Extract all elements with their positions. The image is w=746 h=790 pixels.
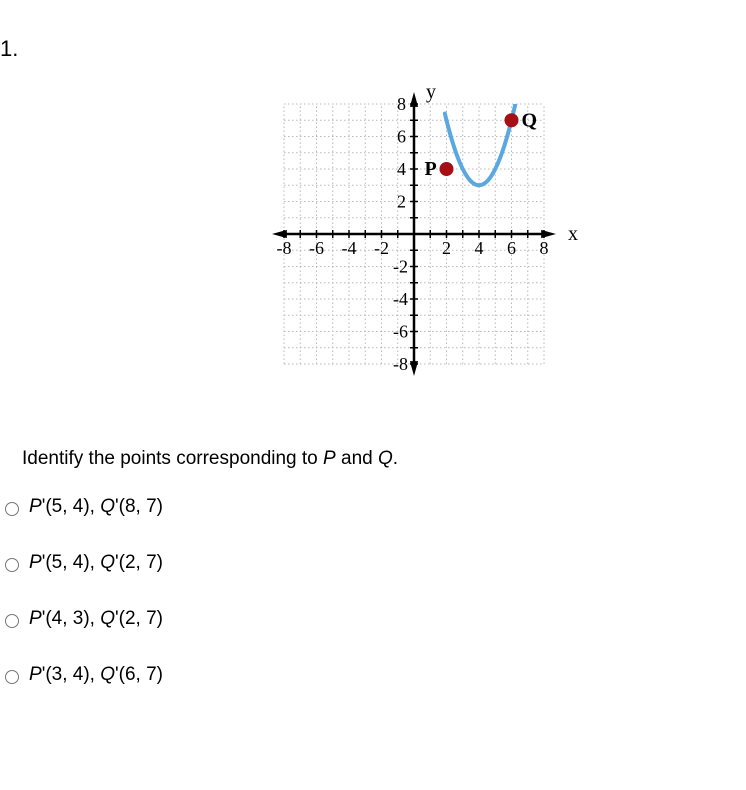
question-page: 1. -8 -6 -4 -2 2 4 6 8 2 4 6 8 -2 -4 -6 -8 x y P Q Identify… (0, 0, 746, 790)
prompt-var-q: Q (378, 448, 393, 469)
svg-text:P: P (425, 158, 437, 180)
svg-text:-6: -6 (393, 322, 408, 342)
svg-text:-4: -4 (342, 238, 357, 258)
question-prompt: Identify the points corresponding to P a… (22, 448, 398, 470)
svg-text:6: 6 (507, 238, 516, 258)
radio-option-2[interactable] (5, 558, 19, 572)
svg-text:6: 6 (397, 127, 406, 147)
svg-text:2: 2 (442, 238, 451, 258)
answer-options: P'(5, 4), Q'(8, 7) P'(5, 4), Q'(2, 7) P'… (0, 496, 163, 720)
svg-text:8: 8 (540, 238, 549, 258)
svg-text:-8: -8 (393, 354, 408, 374)
radio-option-3[interactable] (5, 614, 19, 628)
answer-option[interactable]: P'(4, 3), Q'(2, 7) (0, 608, 163, 630)
svg-text:y: y (426, 81, 436, 103)
radio-option-4[interactable] (5, 670, 19, 684)
answer-option-label: P'(5, 4), Q'(8, 7) (29, 496, 163, 518)
answer-option[interactable]: P'(5, 4), Q'(8, 7) (0, 496, 163, 518)
svg-text:-4: -4 (393, 289, 408, 309)
svg-text:x: x (568, 223, 578, 245)
svg-text:-6: -6 (309, 238, 324, 258)
answer-option-label: P'(3, 4), Q'(6, 7) (29, 664, 163, 686)
svg-text:4: 4 (475, 238, 484, 258)
answer-option-label: P'(4, 3), Q'(2, 7) (29, 608, 163, 630)
coordinate-graph: -8 -6 -4 -2 2 4 6 8 2 4 6 8 -2 -4 -6 -8 x y P Q (234, 80, 588, 390)
prompt-var-p: P (323, 448, 336, 469)
radio-option-1[interactable] (5, 502, 19, 516)
svg-text:Q: Q (522, 109, 538, 131)
svg-text:4: 4 (397, 159, 406, 179)
prompt-text-prefix: Identify the points corresponding to (22, 448, 323, 469)
svg-text:8: 8 (397, 94, 406, 114)
graph-figure: -8 -6 -4 -2 2 4 6 8 2 4 6 8 -2 -4 -6 -8 x y P Q (234, 80, 588, 390)
prompt-text-suffix: . (393, 448, 398, 469)
answer-option-label: P'(5, 4), Q'(2, 7) (29, 552, 163, 574)
svg-text:-8: -8 (277, 238, 292, 258)
svg-text:-2: -2 (374, 238, 389, 258)
svg-text:-2: -2 (393, 257, 408, 277)
prompt-text-mid: and (336, 448, 378, 469)
answer-option[interactable]: P'(3, 4), Q'(6, 7) (0, 664, 163, 686)
svg-text:2: 2 (397, 192, 406, 212)
question-number: 1. (0, 36, 18, 62)
answer-option[interactable]: P'(5, 4), Q'(2, 7) (0, 552, 163, 574)
